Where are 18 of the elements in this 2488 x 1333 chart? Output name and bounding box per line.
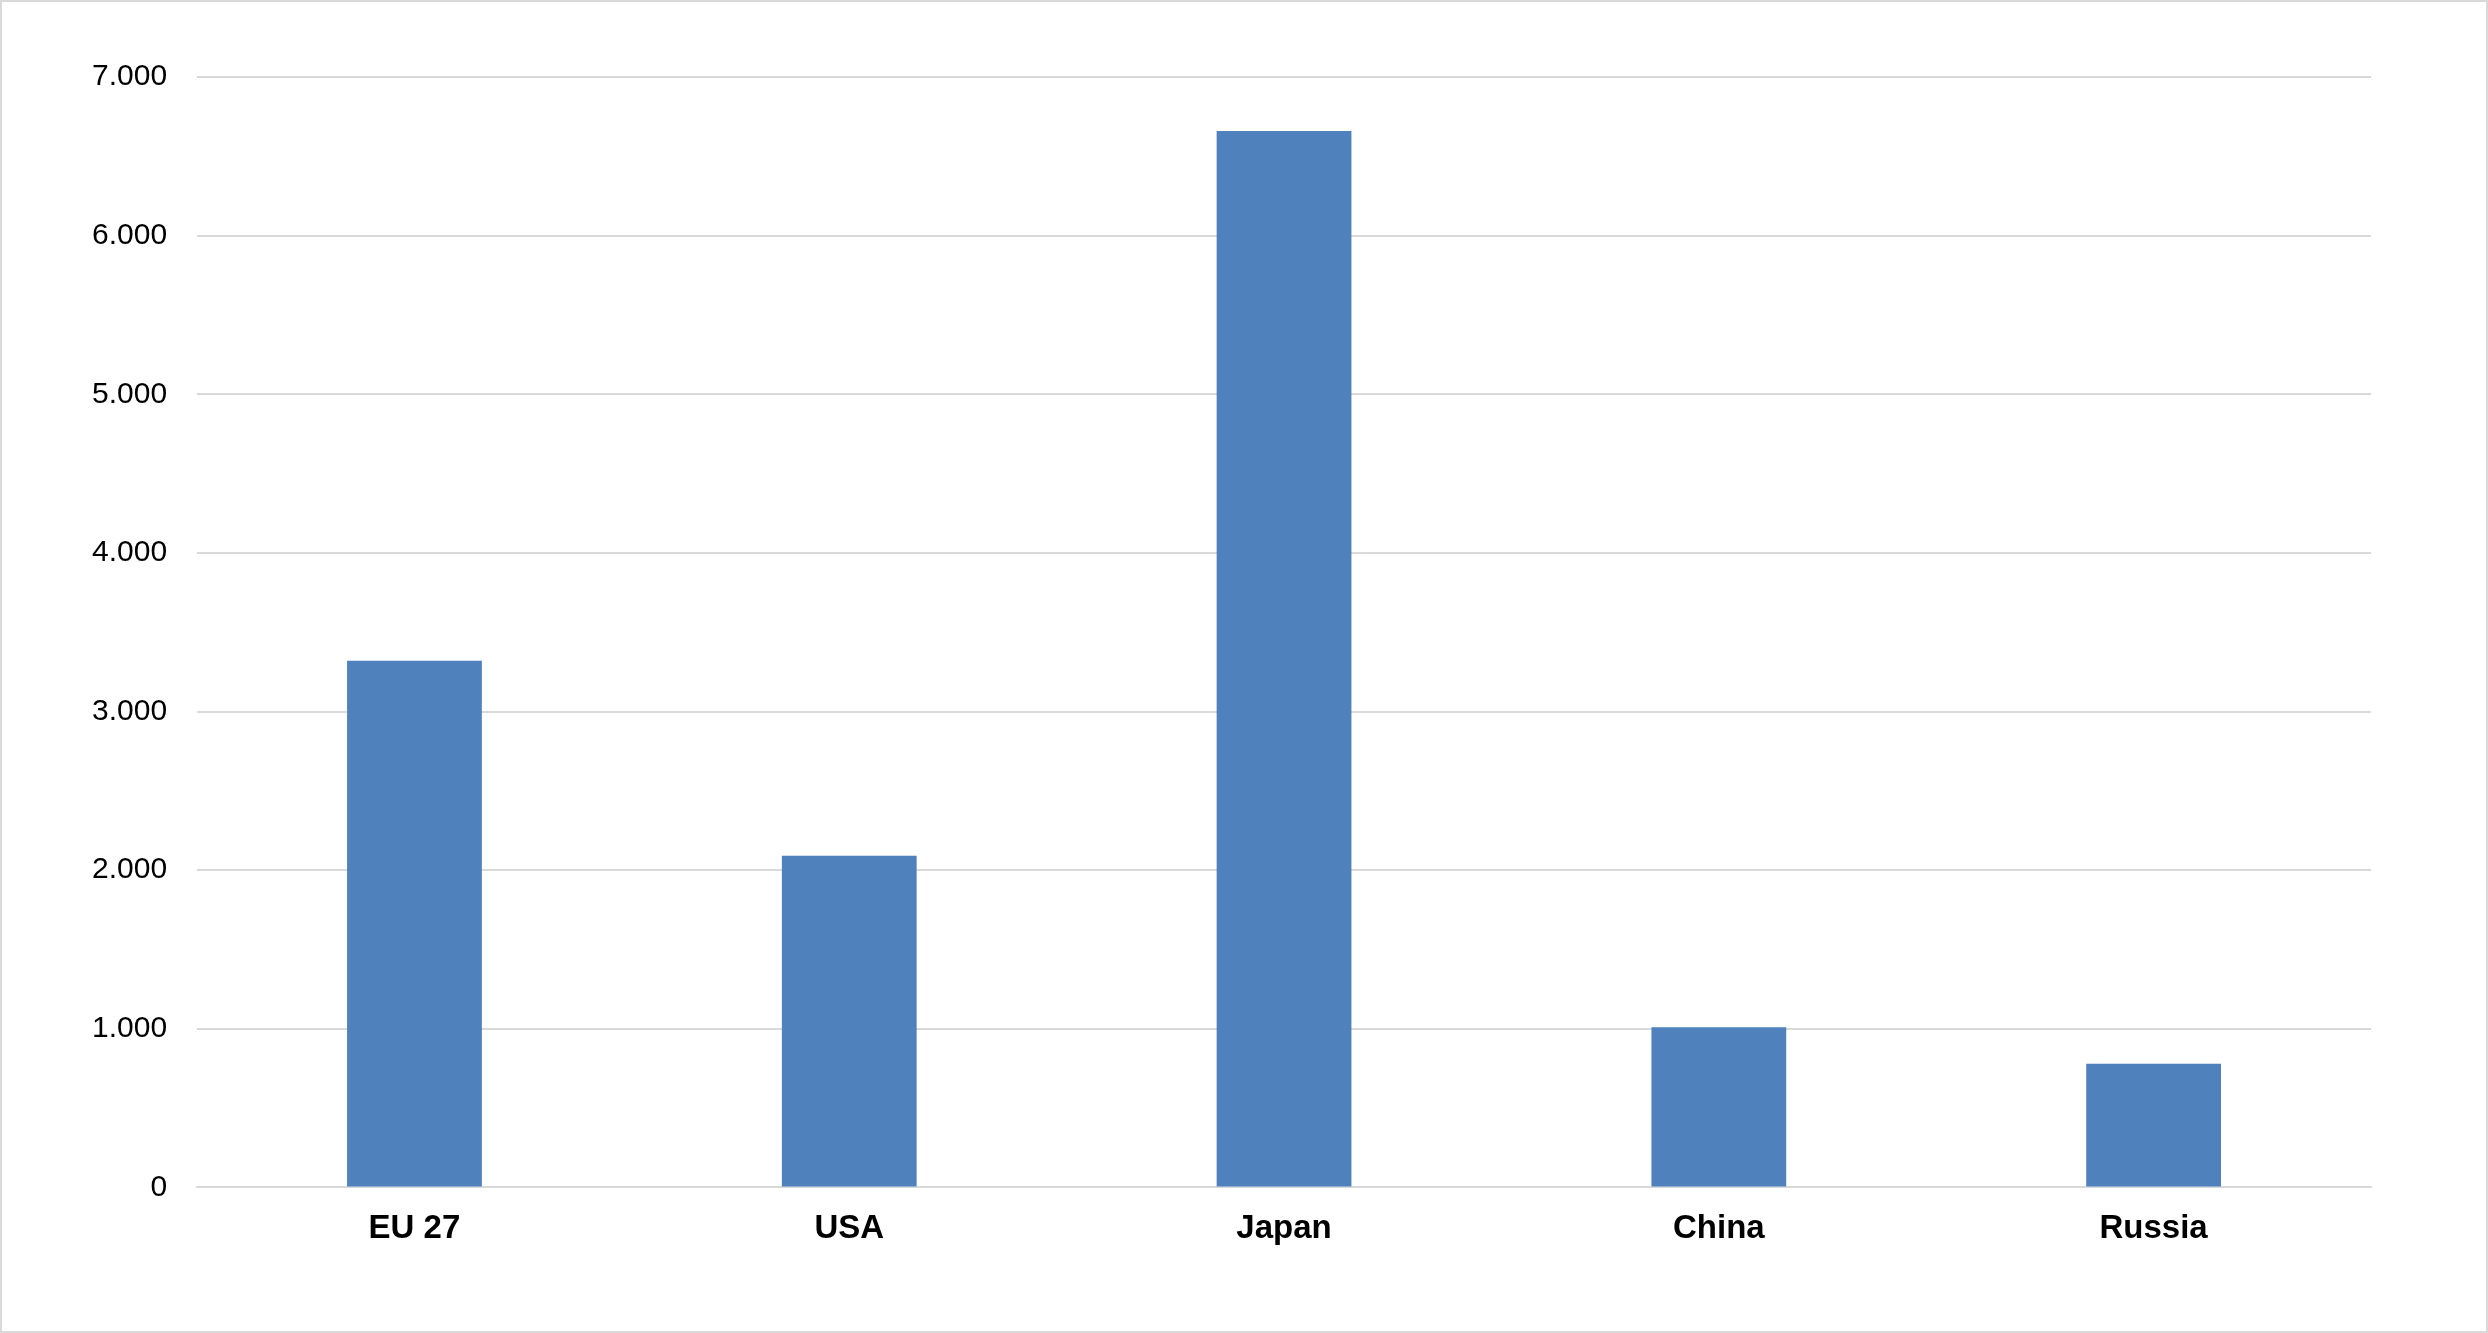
- x-tick-label: USA: [814, 1208, 885, 1246]
- bar: [2086, 1063, 2221, 1187]
- bar: [1651, 1027, 1787, 1187]
- x-tick-label: Japan: [1236, 1208, 1332, 1246]
- bar: [781, 855, 917, 1187]
- y-tick-label: 6.000: [92, 216, 168, 250]
- y-tick-label: 5.000: [92, 375, 168, 409]
- x-tick-label: EU 27: [368, 1208, 461, 1246]
- y-tick-label: 7.000: [92, 58, 168, 92]
- y-tick-label: 3.000: [92, 692, 168, 726]
- y-tick-label: 0: [150, 1168, 168, 1202]
- bar: [1216, 130, 1352, 1187]
- y-tick-label: 2.000: [92, 851, 168, 885]
- y-tick-label: 4.000: [92, 534, 168, 568]
- x-tick-label: Russia: [2099, 1208, 2209, 1246]
- y-tick-label: 1.000: [92, 1010, 168, 1044]
- bar: [347, 660, 482, 1187]
- x-tick-label: China: [1672, 1208, 1766, 1246]
